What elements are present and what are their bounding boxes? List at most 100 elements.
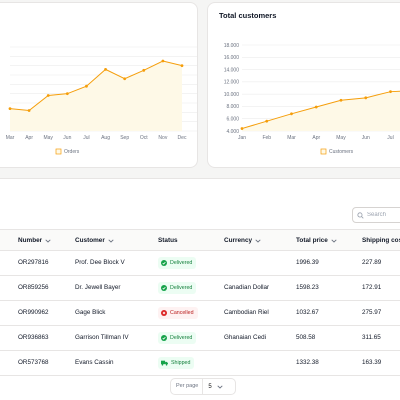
customers-chart: 4.000 6.000 8.000 10.000 12.000 14.000 16.000 1… xyxy=(224,43,400,155)
status-badge: Cancelled xyxy=(158,307,198,319)
series-area xyxy=(10,61,182,131)
data-point xyxy=(8,107,12,110)
cell-number: OR859256 xyxy=(18,284,49,291)
chevron-down-icon xyxy=(217,384,223,389)
x-tick-label: Dec xyxy=(178,135,187,141)
x-tick-label: Jul xyxy=(387,135,393,141)
status-label: Cancelled xyxy=(170,310,194,316)
data-point xyxy=(389,90,392,94)
x-tick-label: Jun xyxy=(362,135,370,141)
column-header-status: Status xyxy=(158,230,178,251)
column-header-shipping-label: Shipping cos xyxy=(362,237,400,244)
y-tick-label: 8.000 xyxy=(226,104,239,110)
pagination: Per page 5 xyxy=(170,378,236,395)
column-header-currency-label: Currency xyxy=(224,237,253,244)
per-page-value: 5 xyxy=(208,383,212,390)
column-header-total-price[interactable]: Total price xyxy=(296,230,337,251)
per-page-select[interactable]: 5 xyxy=(203,383,223,390)
y-tick-label: 18.000 xyxy=(224,43,240,49)
y-tick-label: 10.000 xyxy=(224,92,240,98)
cell-customer: Gage Blick xyxy=(75,309,106,316)
data-point xyxy=(85,84,88,88)
x-tick-label: Sep xyxy=(120,135,129,141)
cell-customer: Prof. Dee Block V xyxy=(75,259,125,266)
table-row[interactable]: OR859256 Dr. Jewell Bayer Canadian Dollar 1… xyxy=(0,276,400,301)
data-point xyxy=(180,64,184,68)
orders-chart: Mar Apr May Jun Jul Aug Sep Oct Nov Dec Orders xyxy=(6,46,197,155)
y-tick-label: 4.000 xyxy=(226,129,239,135)
data-point xyxy=(46,94,50,97)
search-box[interactable] xyxy=(352,207,400,223)
status-label: Delivered xyxy=(170,335,193,341)
column-header-number[interactable]: Number xyxy=(18,230,51,251)
legend-swatch xyxy=(55,148,62,155)
status-badge: Delivered xyxy=(158,332,197,344)
x-tick-label: Aug xyxy=(101,135,110,141)
y-tick-label: 6.000 xyxy=(226,117,239,123)
data-point xyxy=(142,68,146,72)
column-header-customer-label: Customer xyxy=(75,237,105,244)
cell-currency: Cambodian Riel xyxy=(224,309,269,316)
column-header-currency[interactable]: Currency xyxy=(224,230,261,251)
x-tick-label: Jun xyxy=(63,135,71,141)
series-area xyxy=(242,91,400,131)
x-tick-label: May xyxy=(336,135,346,141)
cell-customer: Garrison Tillman IV xyxy=(75,334,129,341)
section-divider xyxy=(0,178,400,179)
legend-swatch xyxy=(320,148,327,155)
search-input[interactable] xyxy=(367,212,400,218)
check-circle-icon xyxy=(161,335,167,341)
legend-label: Orders xyxy=(64,149,80,155)
x-tick-label: Apr xyxy=(312,135,320,141)
x-tick-label: Apr xyxy=(25,135,33,141)
legend-label: Customers xyxy=(329,149,354,155)
cell-total-price: 508.58 xyxy=(296,334,316,341)
chevron-down-icon xyxy=(331,238,337,243)
cell-customer: Evans Cassin xyxy=(75,359,114,366)
x-tick-label: Mar xyxy=(287,135,296,141)
table-row[interactable]: OR990962 Gage Blick Cambodian Riel 1032.67 2… xyxy=(0,301,400,326)
cell-currency: Canadian Dollar xyxy=(224,284,270,291)
table-row[interactable]: OR936863 Garrison Tillman IV Ghanaian Cedi… xyxy=(0,326,400,351)
table-row[interactable]: OR297816 Prof. Dee Block V 1996.39 227.89 De… xyxy=(0,251,400,276)
chevron-down-icon xyxy=(255,238,261,243)
cell-shipping-cost: 275.97 xyxy=(362,309,382,316)
cell-shipping-cost: 227.89 xyxy=(362,259,382,266)
y-tick-label: 16.000 xyxy=(224,55,240,61)
cell-total-price: 1032.67 xyxy=(296,309,319,316)
y-tick-label: 14.000 xyxy=(224,67,240,73)
table-row[interactable]: OR573768 Evans Cassin 1332.38 163.39 Shipped xyxy=(0,351,400,376)
data-point xyxy=(265,119,269,123)
column-header-customer[interactable]: Customer xyxy=(75,230,114,251)
column-header-number-label: Number xyxy=(18,237,43,244)
x-circle-icon xyxy=(161,310,167,316)
customers-chart-title: Total customers xyxy=(219,11,277,20)
data-point xyxy=(240,127,244,130)
chevron-down-icon xyxy=(108,238,114,243)
data-point xyxy=(339,98,343,102)
column-header-shipping-cost[interactable]: Shipping cos xyxy=(362,230,400,251)
x-tick-label: Oct xyxy=(140,135,148,141)
orders-table-panel: Number Customer Status Currency Total pr… xyxy=(0,179,400,400)
status-badge: Delivered xyxy=(158,282,197,294)
x-tick-label: Jan xyxy=(238,135,246,141)
cell-total-price: 1996.39 xyxy=(296,259,319,266)
cell-shipping-cost: 311.65 xyxy=(362,334,381,341)
status-label: Shipped xyxy=(171,360,191,366)
cell-number: OR573768 xyxy=(18,359,49,366)
cell-total-price: 1598.23 xyxy=(296,284,319,291)
x-tick-label: Mar xyxy=(6,135,15,141)
chevron-down-icon xyxy=(45,238,51,243)
data-point xyxy=(161,59,165,63)
customers-chart-card: Total customers 4.000 6.000 8.000 10.000 12.… xyxy=(207,2,400,168)
data-point xyxy=(123,77,127,81)
series-line xyxy=(9,60,183,111)
cell-number: OR936863 xyxy=(18,334,49,341)
cell-shipping-cost: 163.39 xyxy=(362,359,382,366)
cell-shipping-cost: 172.91 xyxy=(362,284,382,291)
x-tick-label: Jul xyxy=(83,135,89,141)
status-label: Delivered xyxy=(170,260,193,266)
status-badge: Shipped xyxy=(158,357,195,369)
y-tick-label: 12.000 xyxy=(224,80,240,86)
